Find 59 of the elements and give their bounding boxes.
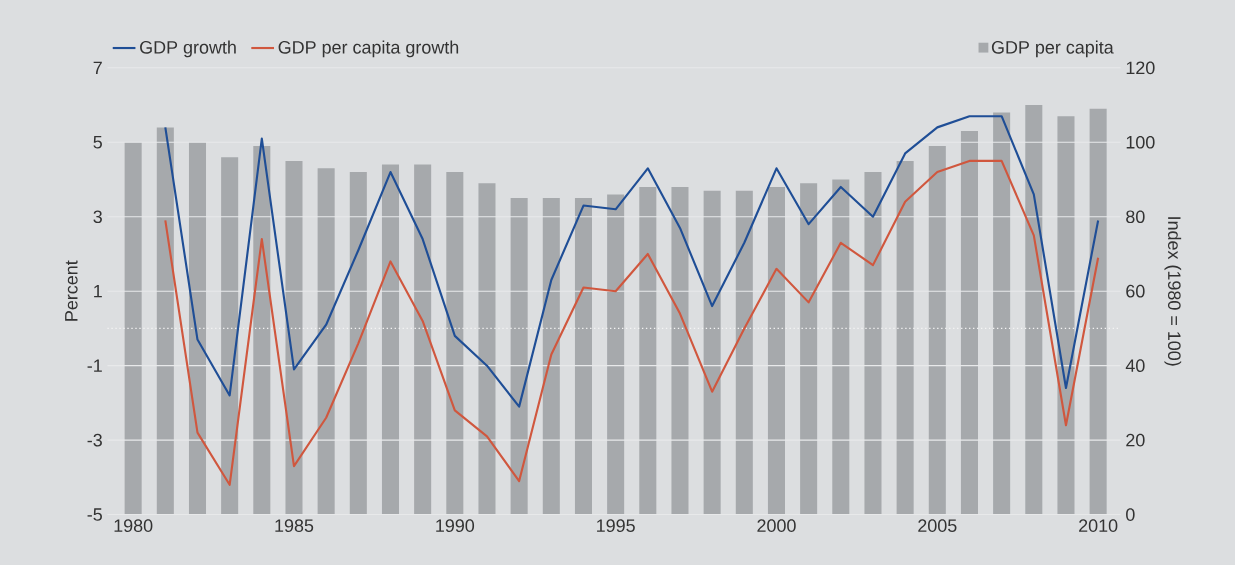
- y-tick-label: 5: [93, 135, 102, 149]
- bar: [960, 131, 978, 515]
- line-series: [164, 115, 1100, 408]
- bar: [478, 183, 496, 515]
- y-tick-label: -5: [87, 508, 102, 521]
- line-series: [164, 159, 1100, 486]
- x-tick-label: 2010: [1079, 519, 1118, 532]
- y-tick-label: 7: [93, 61, 102, 74]
- bar: [1089, 108, 1107, 515]
- bar: [607, 194, 625, 515]
- legend-label: GDP per capita: [991, 40, 1114, 58]
- bar: [510, 198, 528, 515]
- x-tick-label: 1980: [114, 519, 153, 532]
- bar: [896, 160, 914, 515]
- y-tick-label: 3: [93, 210, 102, 224]
- x-tick-label: 1985: [275, 519, 314, 532]
- x-tick-label: 1995: [597, 519, 635, 532]
- y-tick-label: -3: [87, 433, 102, 447]
- legend-label: GDP per capita growth: [278, 40, 459, 58]
- y-axis-title: Percent: [65, 260, 78, 321]
- bar: [703, 190, 721, 515]
- bar: [1057, 116, 1075, 515]
- bar: [188, 142, 207, 515]
- y2-tick-label: 0: [1126, 508, 1135, 521]
- bar: [671, 186, 689, 515]
- bar: [317, 168, 335, 515]
- y-tick-label: -1: [87, 359, 102, 372]
- bar: [221, 157, 239, 515]
- bar: [285, 160, 303, 515]
- bar: [381, 164, 400, 515]
- y2-tick-label: 100: [1126, 135, 1155, 149]
- y2-tick-label: 60: [1126, 284, 1145, 298]
- bar: [156, 127, 174, 515]
- y2-tick-label: 120: [1126, 61, 1155, 75]
- y-tick-label: 1: [94, 284, 102, 298]
- x-tick-label: 2000: [757, 519, 796, 532]
- bar: [574, 198, 592, 515]
- bar: [864, 172, 882, 515]
- y2-tick-label: 40: [1125, 359, 1145, 372]
- bar: [735, 190, 753, 515]
- bar: [993, 112, 1011, 515]
- bar: [446, 172, 464, 515]
- legend-label: GDP growth: [140, 40, 236, 58]
- bar: [639, 186, 657, 515]
- y2-axis-title: Index (1980 = 100): [1164, 217, 1182, 366]
- bar: [1025, 104, 1043, 515]
- bar: [414, 164, 432, 515]
- bar: [349, 172, 367, 515]
- bar: [253, 145, 271, 515]
- bar: [800, 183, 818, 515]
- bar: [928, 145, 946, 515]
- bar: [767, 186, 785, 515]
- bar: [832, 179, 850, 515]
- x-tick-label: 1990: [436, 519, 475, 532]
- bar: [542, 198, 560, 515]
- x-tick-label: 2005: [918, 519, 957, 532]
- y2-tick-label: 80: [1126, 210, 1145, 224]
- y2-tick-label: 20: [1126, 433, 1145, 447]
- bar: [124, 142, 142, 515]
